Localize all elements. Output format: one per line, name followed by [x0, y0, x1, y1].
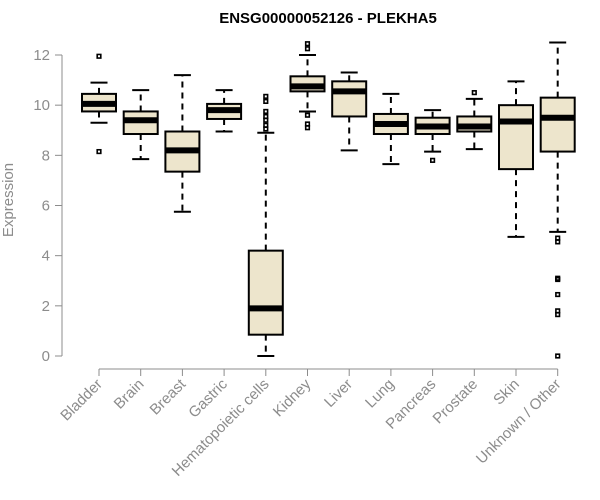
outlier-point	[555, 312, 561, 318]
outlier-point	[263, 117, 269, 123]
plot-area	[81, 41, 576, 359]
outlier-point	[555, 291, 561, 298]
box-iqr	[331, 80, 368, 118]
y-tick-label: 4	[42, 248, 50, 265]
box-group	[414, 109, 451, 163]
box-group	[331, 71, 368, 152]
outlier-point	[96, 53, 102, 59]
box-iqr	[498, 104, 534, 171]
outlier-point	[555, 353, 561, 359]
outlier-point	[263, 108, 269, 115]
outlier-point	[96, 148, 102, 155]
box-group	[539, 41, 576, 359]
box-group	[498, 80, 534, 238]
x-tick-label: Prostate	[430, 376, 482, 428]
x-tick-label: Breast	[147, 375, 190, 418]
box-group	[164, 74, 201, 213]
x-tick-label: Kidney	[270, 375, 315, 420]
box-group	[372, 92, 409, 166]
outlier-point	[263, 93, 269, 99]
outlier-point	[304, 112, 311, 118]
x-tick-label: Lung	[362, 376, 398, 412]
outlier-point	[263, 126, 269, 132]
outlier-point	[555, 239, 561, 245]
box-group	[289, 41, 326, 131]
y-tick-label: 0	[42, 348, 50, 365]
y-tick-label: 6	[42, 198, 50, 215]
box-group	[456, 90, 493, 151]
y-tick-label: 12	[33, 47, 50, 64]
y-tick-label: 2	[42, 298, 50, 315]
x-tick-label: Bladder	[57, 376, 106, 425]
box-group	[247, 93, 284, 357]
outlier-point	[304, 41, 311, 47]
outlier-point	[429, 157, 436, 163]
box-group	[81, 53, 117, 155]
y-tick-label: 8	[42, 147, 50, 164]
box-iqr	[539, 96, 576, 153]
x-tick-label: Liver	[321, 376, 356, 411]
box-group	[206, 89, 243, 133]
outlier-point	[304, 125, 311, 131]
x-tick-label: Brain	[111, 376, 148, 413]
x-tick-label: Skin	[490, 376, 523, 409]
y-axis-label: Expression	[0, 163, 17, 237]
box-group	[122, 89, 159, 161]
outlier-point	[471, 90, 477, 96]
box-iqr	[247, 249, 284, 336]
outlier-point	[263, 98, 269, 105]
outlier-point	[555, 276, 561, 283]
chart-title: ENSG00000052126 - PLEKHA5	[219, 10, 437, 27]
outlier-point	[304, 46, 311, 52]
y-tick-label: 10	[33, 97, 50, 114]
